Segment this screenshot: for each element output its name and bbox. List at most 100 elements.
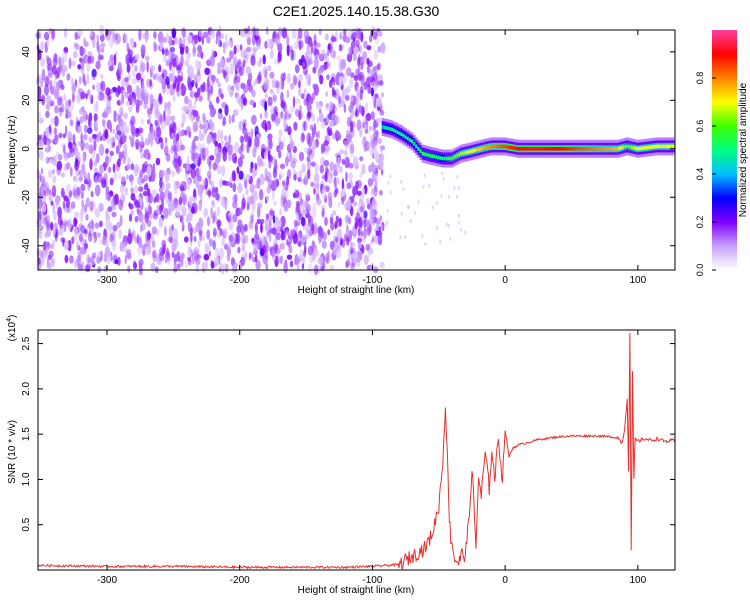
heatmap-noise-cell [96,255,101,264]
heatmap-noise-cell [284,259,288,269]
heatmap-noise-cell [280,196,284,209]
heatmap-noise-cell [68,141,73,149]
heatmap-noise-cell [332,89,336,96]
heatmap-noise-cell [218,108,223,115]
heatmap-noise-cell [77,30,83,37]
heatmap-noise-cell [281,28,287,39]
heatmap-noise-cell [195,258,201,266]
heatmap-noise-cell [303,29,310,40]
heatmap-noise-cell [355,29,361,40]
heatmap-noise-cell [82,153,86,164]
colorbar-tick-label: 0.2 [695,216,705,229]
heatmap-noise-cell [457,220,460,225]
heatmap-ridge-cell [563,147,566,151]
heatmap-noise-cell [56,66,60,79]
heatmap-noise-cell [160,119,166,130]
heatmap-noise-cell [194,38,198,45]
heatmap-noise-cell [78,88,83,95]
heatmap-noise-cell [350,151,355,159]
heatmap-ridge-cell [616,147,620,151]
heatmap-noise-cell [44,76,50,87]
heatmap-noise-cell [71,83,77,93]
heatmap-noise-cell [311,92,316,101]
heatmap-noise-cell [196,142,202,150]
heatmap-noise-cell [104,248,110,259]
heatmap-noise-cell [131,70,136,78]
heatmap-noise-cell [57,215,63,226]
heatmap-noise-cell [292,96,296,109]
heatmap-noise-cell [204,147,210,157]
heatmap-noise-cell [229,50,234,60]
heatmap-noise-cell [312,140,317,150]
heatmap-noise-cell [266,123,271,131]
heatmap-ridge-cell [658,144,661,149]
heatmap-noise-cell [275,34,281,47]
heatmap-noise-cell [91,68,97,78]
heatmap-noise-cell [109,123,113,133]
heatmap-noise-cell [64,254,69,264]
heatmap-noise-cell [315,42,321,48]
heatmap-noise-cell [136,247,142,255]
heatmap-noise-cell [106,193,112,201]
heatmap-noise-cell [168,190,172,200]
heatmap-noise-cell [273,95,277,103]
heatmap-noise-cell [381,43,385,51]
heatmap-noise-cell [364,185,368,192]
heatmap-noise-cell [254,254,258,263]
heatmap-noise-cell [51,239,55,250]
heatmap-noise-cell [354,221,358,230]
heatmap-noise-cell [386,220,389,225]
heatmap-noise-cell [176,64,182,75]
heatmap-noise-cell [273,106,278,114]
heatmap-noise-cell [109,150,115,157]
heatmap-noise-cell [314,57,319,69]
heatmap-noise-cell [360,61,364,70]
heatmap-noise-cell [124,33,128,44]
heatmap-noise-cell [256,218,262,225]
heatmap-noise-cell [224,199,228,211]
heatmap-noise-cell [73,211,80,218]
heatmap-noise-cell [44,84,49,96]
heatmap-ridge-cell [537,147,540,151]
heatmap-noise-cell [83,170,87,177]
heatmap-noise-cell [121,89,126,96]
heatmap-noise-cell [334,115,341,124]
heatmap-noise-cell [159,177,163,189]
heatmap-noise-cell [161,239,166,249]
heatmap-noise-cell [171,72,175,84]
heatmap-noise-cell [136,88,141,100]
heatmap-noise-cell [311,206,317,218]
heatmap-noise-cell [45,221,50,231]
heatmap-noise-cell [142,32,147,40]
heatmap-noise-cell [171,122,177,134]
heatmap-noise-cell [221,236,226,247]
heatmap-noise-cell [233,156,237,164]
heatmap-noise-cell [91,201,94,208]
heatmap-ridge-cell [535,147,538,151]
heatmap-noise-cell [280,229,284,241]
heatmap-noise-cell [37,95,42,101]
heatmap-noise-cell [259,173,265,186]
heatmap-noise-cell [46,140,50,152]
heatmap-noise-cell [99,239,103,245]
heatmap-ridge-cell [539,147,542,151]
heatmap-noise-cell [178,88,182,97]
heatmap-noise-cell [228,89,234,98]
heatmap-noise-cell [349,77,354,88]
heatmap-noise-cell [285,156,289,167]
heatmap-noise-cell [116,221,121,229]
heatmap-noise-cell [102,235,107,246]
heatmap-noise-cell [221,164,226,177]
heatmap-noise-cell [358,71,365,82]
heatmap-noise-cell [325,252,329,263]
heatmap-ridge-cell [608,147,612,151]
heatmap-noise-cell [164,49,170,57]
heatmap-noise-cell [130,163,135,171]
heatmap-noise-cell [261,161,265,168]
heatmap-noise-cell [39,249,43,261]
heatmap-noise-cell [106,99,111,110]
heatmap-noise-cell [248,72,253,82]
heatmap-noise-cell [363,218,367,229]
heatmap-noise-cell [74,31,78,40]
heatmap-noise-cell [307,263,314,274]
